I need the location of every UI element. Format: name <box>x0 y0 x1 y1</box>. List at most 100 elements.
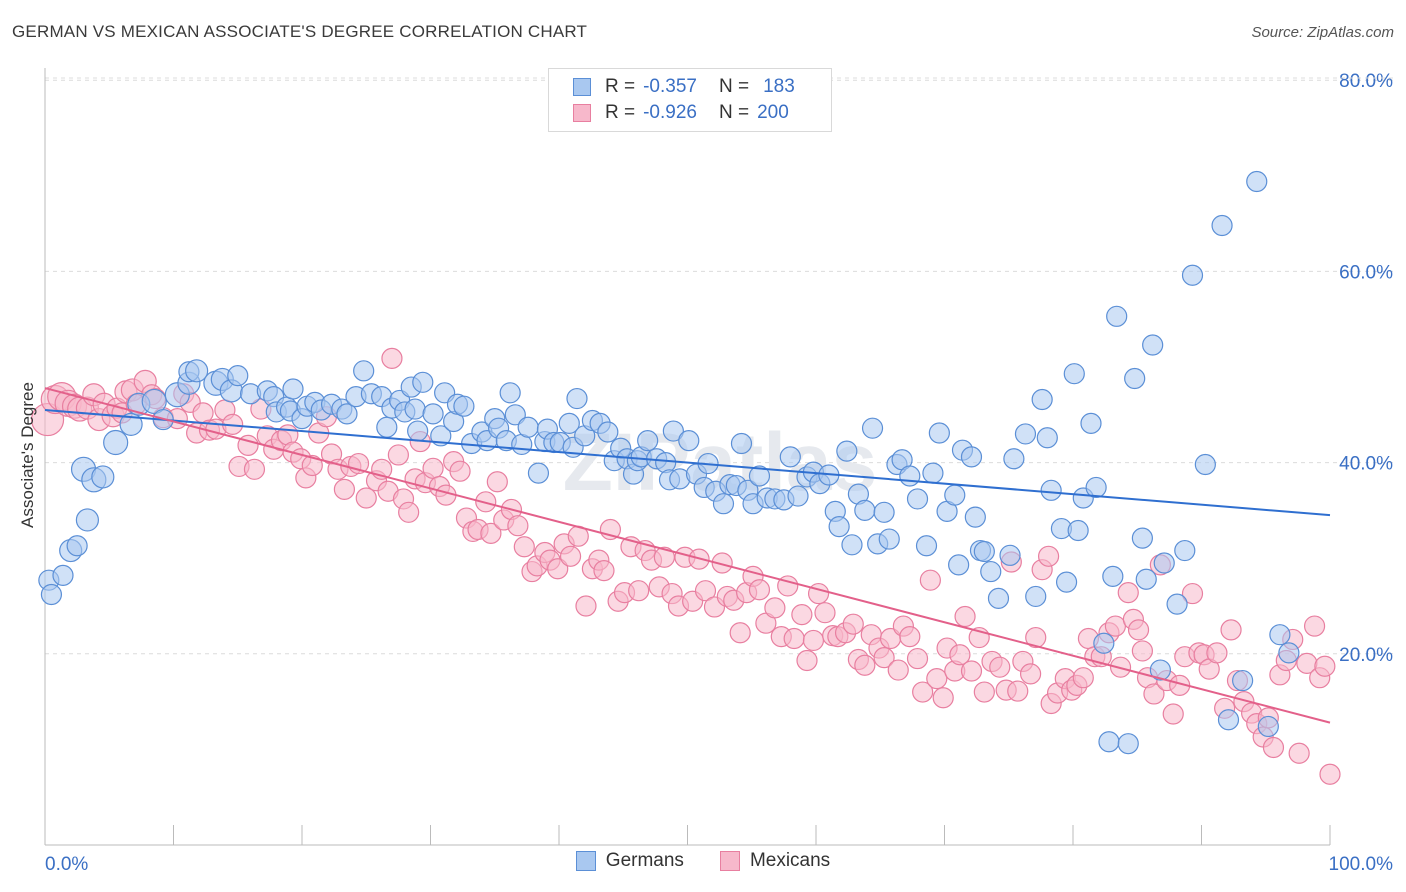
germans-point <box>915 535 938 557</box>
germans-point <box>906 488 929 510</box>
legend-n-label: N = <box>718 102 750 123</box>
series-legend-mexicans[interactable]: Mexicans <box>719 850 830 872</box>
mexicans-point <box>1072 667 1094 689</box>
germans-point <box>987 587 1010 609</box>
mexicans-point <box>791 604 813 626</box>
germans-point <box>282 378 304 400</box>
mexicans-point <box>1037 545 1060 567</box>
series-legend-germans[interactable]: Germans <box>575 850 684 872</box>
mexicans-point <box>960 660 983 682</box>
germans-point <box>944 484 966 506</box>
mexicans-point <box>783 627 805 650</box>
germans-point <box>504 404 526 426</box>
mexicans-point <box>926 668 948 690</box>
germans-point <box>712 493 735 515</box>
mexicans-point <box>513 536 535 558</box>
germans-point <box>103 429 129 456</box>
germans-point <box>1093 632 1115 654</box>
mexicans-point <box>422 457 444 479</box>
mexicans-point <box>989 656 1011 678</box>
mexicans-point <box>1025 626 1047 649</box>
mexicans-point <box>711 552 733 574</box>
mexicans-point <box>1319 763 1341 785</box>
germans-point <box>91 465 115 489</box>
germans-point <box>1166 593 1188 615</box>
germans-point <box>655 452 677 474</box>
mexicans-point <box>1314 655 1336 677</box>
germans-point <box>841 534 863 556</box>
mexicans-point <box>1181 582 1204 605</box>
germans-point <box>828 516 850 538</box>
mexicans-point <box>854 654 876 676</box>
germans-point <box>779 446 801 468</box>
germans-point <box>430 425 452 447</box>
mexicans-point <box>887 659 909 681</box>
germans-point <box>227 365 249 387</box>
germans-point <box>980 560 1002 583</box>
legend-r-value: -0.926 <box>643 102 697 123</box>
germans-point <box>527 462 550 484</box>
mexicans-point <box>507 515 529 537</box>
mexicans-point <box>932 687 954 709</box>
mexicans-point <box>1131 640 1153 662</box>
legend-swatch-germans <box>573 78 591 96</box>
mexicans-point <box>575 595 597 617</box>
mexicans-point <box>333 478 356 500</box>
mexicans-point <box>919 569 941 591</box>
germans-point <box>873 501 895 523</box>
germans-point <box>899 465 921 487</box>
germans-point <box>597 421 619 443</box>
germans-point <box>960 446 983 468</box>
mexicans-point <box>559 545 582 567</box>
y-tick-label: 40.0% <box>1339 454 1393 475</box>
germans-point <box>948 554 970 576</box>
mexicans-point <box>398 501 420 523</box>
germans-point <box>662 420 684 442</box>
germans-point <box>861 417 884 439</box>
mexicans-point <box>1143 683 1165 705</box>
mexicans-point <box>949 644 971 666</box>
germans-point <box>748 465 771 487</box>
mexicans-point <box>873 647 895 669</box>
germans-point <box>1025 585 1047 608</box>
germans-point <box>1246 170 1268 193</box>
germans-point <box>1232 669 1254 692</box>
germans-point <box>517 416 539 438</box>
legend-n-value: 200 <box>757 102 789 123</box>
germans-point <box>787 485 809 507</box>
y-tick-label: 80.0% <box>1339 71 1393 92</box>
mexicans-point <box>243 458 266 480</box>
mexicans-point <box>814 602 836 624</box>
germans-point <box>1067 519 1089 542</box>
germans-point <box>730 432 753 455</box>
germans-point <box>407 420 429 442</box>
mexicans-point <box>387 444 409 466</box>
germans-point <box>1063 363 1085 385</box>
germans-point <box>336 403 358 425</box>
chart-title: GERMAN VS MEXICAN ASSOCIATE'S DEGREE COR… <box>12 22 588 41</box>
germans-point <box>75 508 100 532</box>
germans-point <box>52 564 74 587</box>
legend-n-label: N = <box>718 76 750 97</box>
germans-point <box>1102 565 1124 587</box>
mexicans-point <box>1104 615 1127 637</box>
germans-point <box>1211 214 1233 237</box>
mexicans-point <box>1262 736 1285 759</box>
germans-point <box>1117 733 1139 755</box>
germans-point <box>40 583 63 606</box>
y-tick-label: 60.0% <box>1339 262 1393 283</box>
mexicans-point <box>729 622 751 644</box>
legend-r-label: R = <box>605 76 636 97</box>
mexicans-point <box>381 347 403 369</box>
germans-point <box>1269 624 1291 646</box>
germans-point <box>1217 709 1240 731</box>
legend-row-germans: R = -0.357 N = 183 <box>573 75 795 99</box>
mexicans-point <box>906 647 929 670</box>
germans-point <box>141 388 167 415</box>
correlation-legend: R = -0.357 N = 183 R = -0.926 N = 200 <box>548 68 832 132</box>
series-swatch-mexicans <box>719 851 740 871</box>
germans-point <box>964 506 986 528</box>
mexicans-point <box>480 522 502 544</box>
mexicans-point <box>301 454 323 477</box>
germans-point <box>1142 334 1164 356</box>
